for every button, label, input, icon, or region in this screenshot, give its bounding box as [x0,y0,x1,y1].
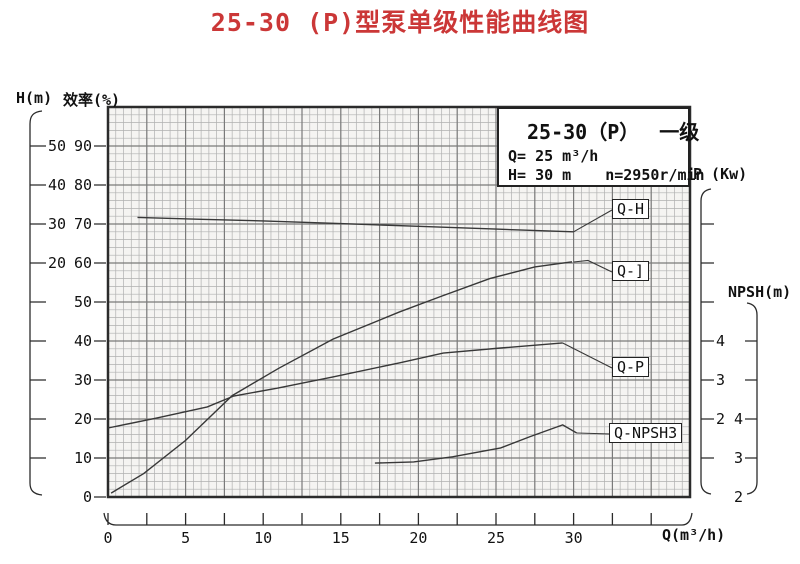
eff-tick-label: 30 [73,371,92,389]
eff-tick-label: 0 [82,488,92,506]
eff-axis-label: 效率(%) [63,91,121,109]
legend-model: 25-30（P） [527,120,640,144]
q-tick-label: 20 [409,529,428,547]
eff-tick-label: 50 [73,293,92,311]
eff-tick-label: 70 [73,215,92,233]
leader-line-3 [576,432,613,435]
eff-tick-label: 10 [73,449,92,467]
p-axis-label: P (Kw) [693,165,748,183]
curve-label-q-npsh3: Q-NPSH3 [609,423,683,443]
legend-q-line: Q= 25 m³/h [508,147,599,165]
plot-border [106,105,692,499]
legend-stage: 一级 [659,120,700,144]
curve-q-p [107,342,563,429]
q-tick-label: 10 [254,529,273,547]
npsh-tick-label: 3 [733,449,743,467]
leader-line-0 [573,209,613,233]
q-axis-label: Q(m³/h) [662,526,726,544]
h-axis-bracket [29,110,46,496]
q-tick-label: 5 [181,529,191,547]
page-title: 25-30 (P)型泵单级性能曲线图 [210,8,590,37]
eff-axis-ticks [94,145,106,498]
q-tick-label: 30 [564,529,583,547]
eff-tick-label: 20 [73,410,92,428]
h-tick-label: 50 [48,137,67,155]
curve-label-q-h: Q-H [612,199,650,219]
p-tick-label: 4 [716,332,726,350]
q-tick-label: 15 [331,529,350,547]
q-axis-ruler [103,512,693,526]
p-tick-label: 3 [716,371,726,389]
legend-h-n-line: H= 30 m n=2950r/min [499,166,705,184]
curve-label-q-eta: Q-] [612,261,650,281]
p-axis-bracket [700,188,714,495]
eff-tick-label: 40 [73,332,92,350]
legend-h-value: H= 30 m [508,166,572,184]
legend-model-line: 25-30（P） 一级 [499,116,699,145]
leader-line-1 [573,259,613,273]
legend-speed: n=2950r/min [605,166,705,184]
q-tick-label: 25 [486,529,506,547]
npsh-axis-label: NPSH(m) [728,283,792,301]
h-tick-label: 20 [48,254,67,272]
npsh-axis-bracket [745,302,758,495]
eff-tick-label: 80 [73,176,92,194]
curve-q- [110,261,573,494]
eff-tick-label: 60 [73,254,92,272]
curve-label-q-p: Q-P [612,357,650,377]
curve-q-npsh3 [374,424,578,464]
p-tick-label: 2 [716,410,726,428]
legend-box: 25-30（P） 一级 Q= 25 m³/h H= 30 m n=2950r/min [497,107,705,187]
h-axis-label: H(m) [16,89,53,107]
leader-line-2 [562,342,613,369]
eff-tick-label: 90 [73,137,92,155]
h-tick-label: 30 [48,215,67,233]
h-tick-label: 40 [48,176,67,194]
npsh-tick-label: 4 [733,410,743,428]
q-tick-label: 0 [103,529,113,547]
curve-q-h [137,216,574,233]
npsh-tick-label: 2 [733,488,743,506]
